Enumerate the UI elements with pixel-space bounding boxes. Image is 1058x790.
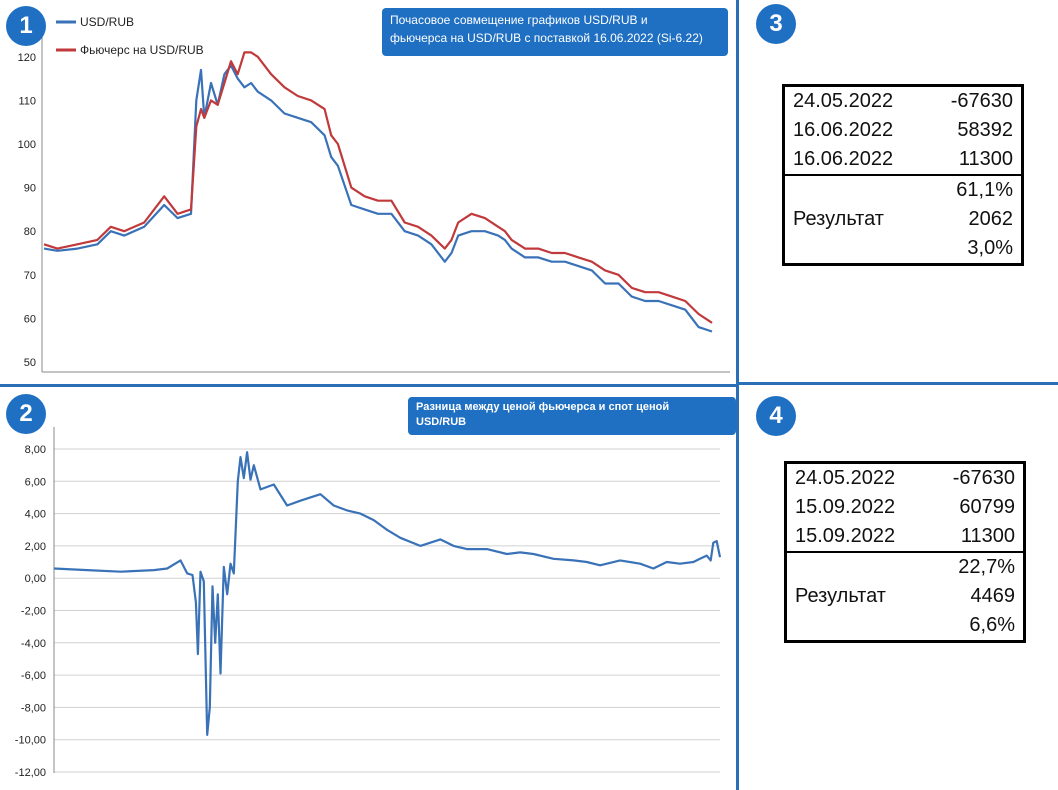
row-date: 24.05.2022 (795, 467, 896, 489)
row-value: -67630 (950, 90, 1013, 112)
row-value: -67630 (952, 467, 1015, 489)
panel-4-badge: 4 (756, 396, 796, 436)
row-date: 24.05.2022 (793, 90, 894, 112)
horizontal-divider-right (739, 382, 1058, 385)
chart-2-title-line-2: USD/RUB (416, 416, 467, 428)
y-tick-label: 100 (18, 139, 36, 151)
result-table-4: 24.05.2022 -67630 15.09.2022 60799 15.09… (784, 461, 1026, 643)
chart-2-yticks: 8,00 6,00 4,00 2,00 0,00 -2,00 -4,00 -6,00 -8,00… (15, 444, 46, 779)
result-row-2: 4469 (786, 582, 1025, 611)
table-row: 16.06.2022 58392 (784, 116, 1023, 145)
chart-2-title-line-1: Разница между ценой фьючерса и спот цено… (416, 401, 670, 413)
result-row-3: 6,6% (786, 611, 1025, 642)
row-date: 15.09.2022 (795, 496, 896, 518)
table-row: 15.09.2022 11300 (786, 522, 1025, 552)
result-percent-annual: 3,0% (967, 237, 1013, 259)
y-tick-label: 2,00 (25, 541, 46, 553)
result-row-2: 2062 (784, 205, 1023, 234)
panel-1-badge: 1 (6, 6, 46, 46)
result-table-3: 24.05.2022 -67630 16.06.2022 58392 16.06… (782, 84, 1024, 266)
y-tick-label: 6,00 (25, 476, 46, 488)
vertical-divider (736, 0, 739, 790)
panel-3-badge: 3 (756, 4, 796, 44)
chart-1-svg: 120 110 100 90 80 70 60 50 USD/RUB Фьючерс на U… (18, 15, 730, 373)
table-row: 15.09.2022 60799 (786, 493, 1025, 522)
table-row: 16.06.2022 11300 (784, 145, 1023, 175)
y-tick-label: -2,00 (21, 606, 46, 618)
result-row-1: Результат 22,7% (785, 551, 1025, 642)
row-date: 15.09.2022 (795, 525, 896, 547)
result-row-1: Результат 61,1% (783, 174, 1023, 265)
row-value: 58392 (957, 119, 1013, 141)
chart-1-title-line-1: Почасовое совмещение графиков USD/RUB и (390, 13, 648, 27)
series-line-2 (43, 51, 713, 324)
result-percent: 22,7% (927, 551, 1025, 582)
y-tick-label: 8,00 (25, 444, 46, 456)
chart-1-title-line-2: фьючерса на USD/RUB с поставкой 16.06.20… (390, 31, 703, 45)
chart-2-title: Разница между ценой фьючерса и спот цено… (408, 397, 736, 435)
table-row: 24.05.2022 -67630 (786, 463, 1025, 494)
y-tick-label: -8,00 (21, 702, 46, 714)
chart-1-title: Почасовое совмещение графиков USD/RUB и … (382, 8, 728, 56)
result-label: Результат (785, 551, 928, 642)
y-tick-label: 0,00 (25, 573, 46, 585)
result-row-3: 3,0% (784, 234, 1023, 265)
y-tick-label: 70 (24, 270, 36, 282)
row-date: 16.06.2022 (793, 148, 894, 170)
chart-1-yticks: 120 110 100 90 80 70 60 50 (18, 52, 36, 369)
y-tick-label: -4,00 (21, 638, 46, 650)
y-tick-label: -12,00 (15, 767, 46, 779)
y-tick-label: -10,00 (15, 735, 46, 747)
chart-2-gridlines (54, 448, 720, 773)
row-value: 60799 (959, 496, 1015, 518)
y-tick-label: 90 (24, 183, 36, 195)
chart-1-series (43, 51, 713, 333)
legend-usd-label: USD/RUB (80, 15, 134, 29)
result-amount: 2062 (968, 208, 1014, 230)
chart-2-series (53, 451, 722, 736)
y-tick-label: 4,00 (25, 509, 46, 521)
legend-fut-label: Фьючерс на USD/RUB (80, 43, 204, 57)
y-tick-label: 60 (24, 313, 36, 325)
row-value: 11300 (960, 525, 1015, 547)
y-tick-label: -6,00 (21, 670, 46, 682)
row-value: 11300 (958, 148, 1013, 170)
table-row: 24.05.2022 -67630 (784, 86, 1023, 117)
panel-2-badge: 2 (6, 394, 46, 434)
y-tick-label: 50 (24, 357, 36, 369)
y-tick-label: 110 (18, 95, 36, 107)
y-tick-label: 80 (24, 226, 36, 238)
y-tick-label: 120 (18, 52, 36, 64)
row-date: 16.06.2022 (793, 119, 894, 141)
horizontal-divider-left (0, 384, 736, 387)
series-line-1 (53, 451, 722, 736)
result-percent: 61,1% (925, 174, 1023, 205)
result-percent-annual: 6,6% (969, 614, 1015, 636)
result-amount: 4469 (970, 585, 1016, 607)
series-line-1 (43, 64, 713, 333)
result-label: Результат (783, 174, 926, 265)
chart-2-svg: 8,00 6,00 4,00 2,00 0,00 -2,00 -4,00 -6,00 -8,00… (15, 427, 722, 779)
